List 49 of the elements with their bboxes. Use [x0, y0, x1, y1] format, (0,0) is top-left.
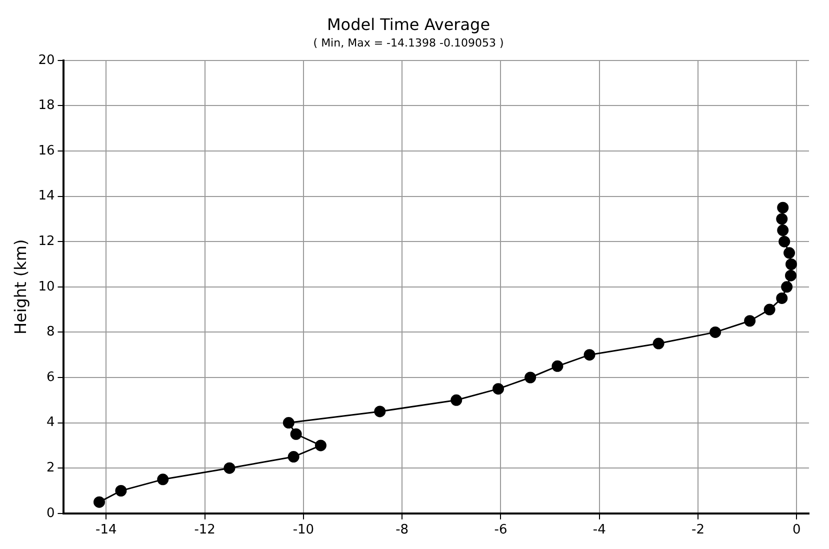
y-tick-label: 2: [46, 460, 55, 476]
y-tick-label: 20: [38, 52, 55, 68]
point: [776, 213, 788, 225]
x-tick-label: -6: [494, 522, 508, 538]
point: [764, 304, 776, 316]
y-tick-label: 8: [46, 324, 55, 340]
x-tick-label: -2: [692, 522, 705, 538]
y-tick-label: 14: [38, 188, 55, 204]
x-tick-label: -4: [592, 522, 606, 538]
point: [784, 247, 796, 259]
point: [115, 485, 127, 496]
y-tick-label: 18: [38, 98, 55, 114]
point: [552, 360, 564, 372]
point: [777, 224, 789, 236]
y-axis-title: Height (km): [10, 239, 30, 335]
point: [710, 326, 722, 338]
point: [94, 496, 106, 508]
point: [282, 417, 294, 429]
x-tick-label: -8: [396, 522, 409, 538]
x-tick-label: 0: [792, 522, 801, 538]
point: [524, 372, 536, 384]
point: [776, 292, 788, 304]
y-tick-label: 10: [38, 279, 55, 294]
x-tick-label: -14: [96, 522, 117, 538]
y-tick-label: 6: [46, 370, 55, 385]
point: [314, 440, 326, 452]
point: [785, 270, 796, 282]
point: [778, 236, 790, 248]
point: [290, 428, 302, 440]
point: [492, 383, 504, 395]
y-tick-label: 0: [46, 506, 55, 521]
point: [374, 406, 386, 418]
point: [450, 394, 462, 406]
point: [652, 338, 664, 350]
point: [777, 202, 789, 214]
y-tick-label: 16: [38, 143, 55, 158]
point: [744, 315, 756, 327]
point: [781, 281, 793, 293]
point: [785, 258, 797, 270]
x-tick-label: -10: [292, 522, 314, 538]
y-tick-label: 12: [38, 234, 55, 249]
point: [584, 349, 596, 361]
point: [157, 474, 169, 486]
point: [224, 462, 236, 474]
y-tick-label: 4: [46, 415, 55, 430]
chart-subtitle: ( Min, Max = -14.1398 -0.109053 ): [313, 36, 504, 50]
x-tick-label: -12: [194, 522, 216, 538]
chart-title: Model Time Average: [326, 14, 490, 34]
point: [288, 451, 300, 463]
